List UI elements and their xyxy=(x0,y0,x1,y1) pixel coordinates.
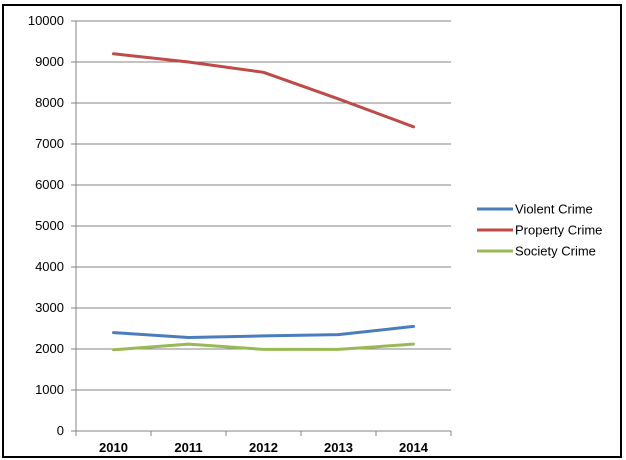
y-tick-label: 2000 xyxy=(35,341,64,356)
x-tick-label: 2012 xyxy=(249,440,278,455)
y-tick-label: 6000 xyxy=(35,177,64,192)
x-tick-label: 2010 xyxy=(99,440,128,455)
legend-label: Property Crime xyxy=(515,223,602,238)
legend-label: Society Crime xyxy=(515,244,596,259)
y-tick-label: 1000 xyxy=(35,382,64,397)
axes xyxy=(71,20,452,436)
series-line-violent-crime xyxy=(112,324,415,339)
y-tick-label: 8000 xyxy=(35,95,64,110)
series-lines xyxy=(112,52,415,352)
x-tick-label: 2013 xyxy=(324,440,353,455)
y-axis-ticks: 0 1000 2000 3000 4000 5000 6000 7000 8000 9000 100… xyxy=(28,13,64,438)
y-tick-label: 3000 xyxy=(35,300,64,315)
y-tick-label: 5000 xyxy=(35,218,64,233)
legend: Violent Crime Property Crime Society Crime xyxy=(477,202,602,259)
series-line-society-crime xyxy=(112,342,415,352)
x-axis-ticks: 2010 2011 2012 2013 2014 xyxy=(99,440,429,455)
series-line-property-crime xyxy=(112,52,415,129)
x-tick-label: 2011 xyxy=(174,440,202,455)
chart-frame xyxy=(2,4,622,458)
y-tick-label: 7000 xyxy=(35,136,64,151)
y-tick-label: 0 xyxy=(57,423,64,438)
legend-label: Violent Crime xyxy=(515,202,593,217)
y-tick-label: 9000 xyxy=(35,54,64,69)
y-tick-label: 4000 xyxy=(35,259,64,274)
y-tick-label: 10000 xyxy=(28,13,64,28)
x-tick-label: 2014 xyxy=(399,440,429,455)
